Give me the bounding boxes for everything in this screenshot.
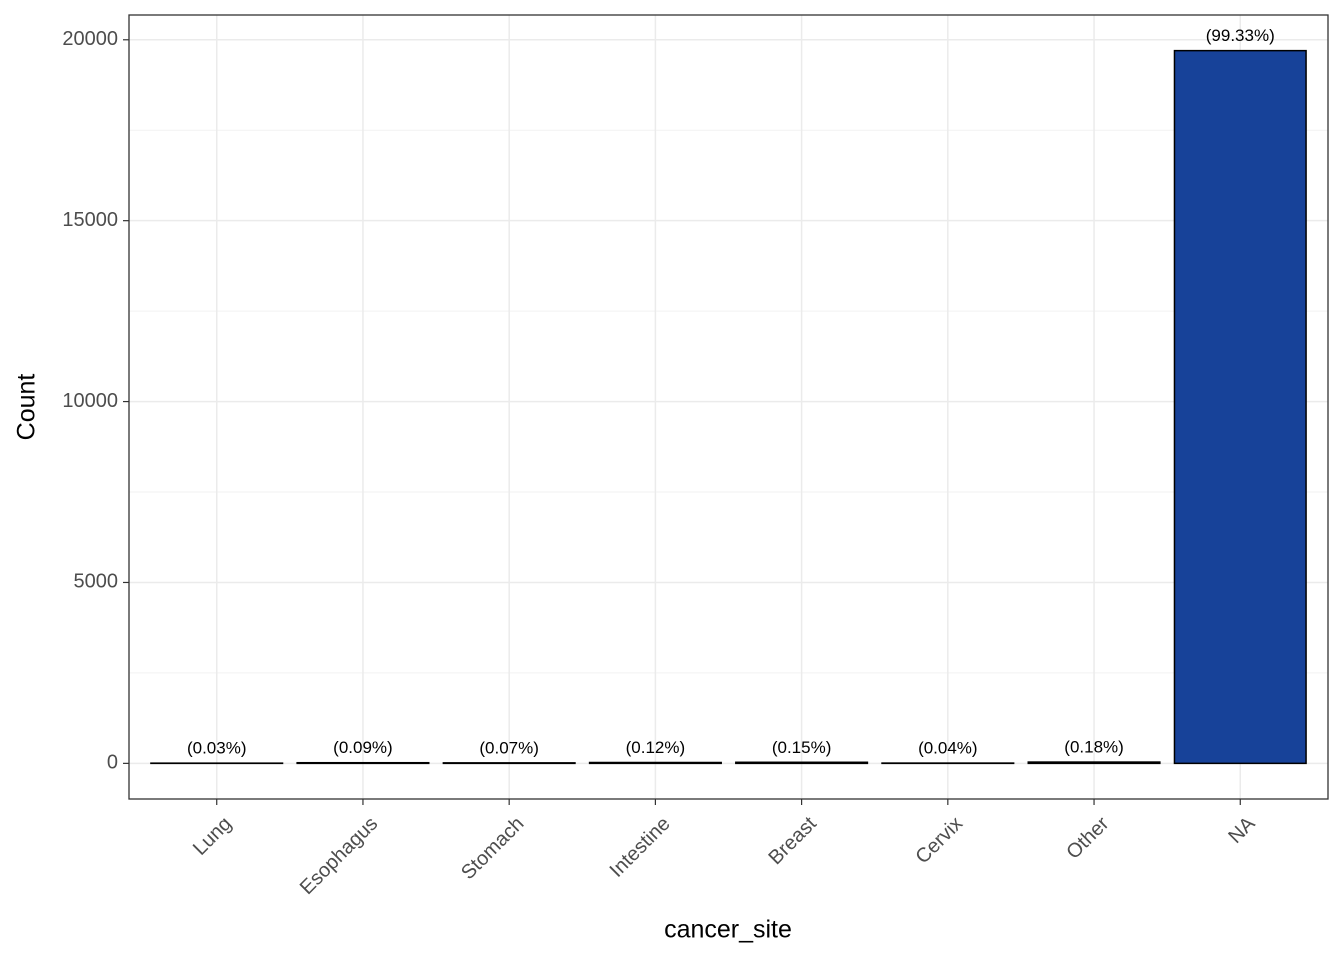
y-axis-title: Count xyxy=(13,374,41,441)
bar xyxy=(1027,761,1161,765)
bar xyxy=(588,761,722,765)
y-tick-label: 10000 xyxy=(62,390,118,412)
y-tick-label: 0 xyxy=(107,752,118,774)
bar-label: (0.15%) xyxy=(772,738,832,757)
bar-label: (0.18%) xyxy=(1064,738,1124,757)
bar xyxy=(296,761,430,765)
plot-border xyxy=(128,14,1329,800)
bar-label: (0.09%) xyxy=(333,738,393,757)
y-tick-label: 15000 xyxy=(62,209,118,231)
x-axis-title: cancer_site xyxy=(664,916,792,944)
bar-label: (99.33%) xyxy=(1206,26,1275,45)
y-tick-label: 20000 xyxy=(62,28,118,50)
bar-label: (0.04%) xyxy=(918,739,978,758)
bar xyxy=(442,762,576,765)
bar-label: (0.12%) xyxy=(626,738,686,757)
y-tick-label: 5000 xyxy=(74,571,119,593)
bar-label: (0.03%) xyxy=(187,739,247,758)
bar-label: (0.07%) xyxy=(479,738,539,757)
bar xyxy=(735,761,869,765)
bar xyxy=(1173,49,1307,765)
